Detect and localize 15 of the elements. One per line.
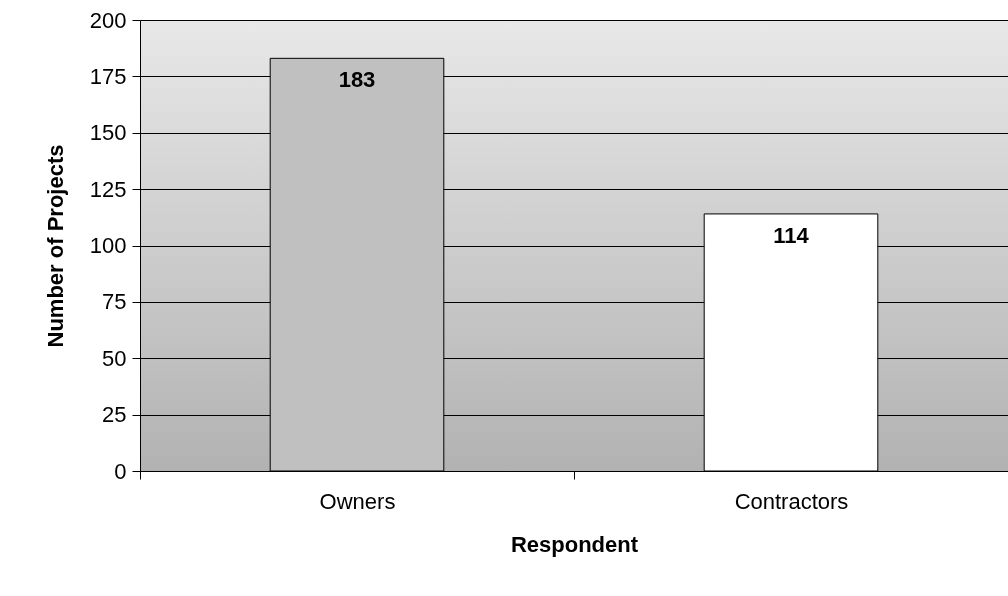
y-tick-label: 50 [102, 345, 127, 371]
x-axis-title: Respondent [510, 531, 639, 557]
data-label: 114 [773, 222, 810, 248]
y-tick-label: 25 [102, 402, 127, 428]
x-tick-label: Contractors [734, 488, 849, 514]
y-tick-label: 200 [89, 7, 127, 33]
y-tick-label: 125 [89, 176, 127, 202]
x-tick-label: Owners [319, 488, 396, 514]
y-axis-title: Number of Projects [42, 144, 68, 348]
data-label: 183 [338, 67, 376, 93]
y-tick-label: 0 [114, 458, 127, 484]
y-tick-label: 75 [102, 289, 127, 315]
y-tick-label: 175 [89, 63, 127, 89]
y-tick-label: 150 [89, 120, 127, 146]
y-tick-label: 100 [89, 233, 127, 258]
